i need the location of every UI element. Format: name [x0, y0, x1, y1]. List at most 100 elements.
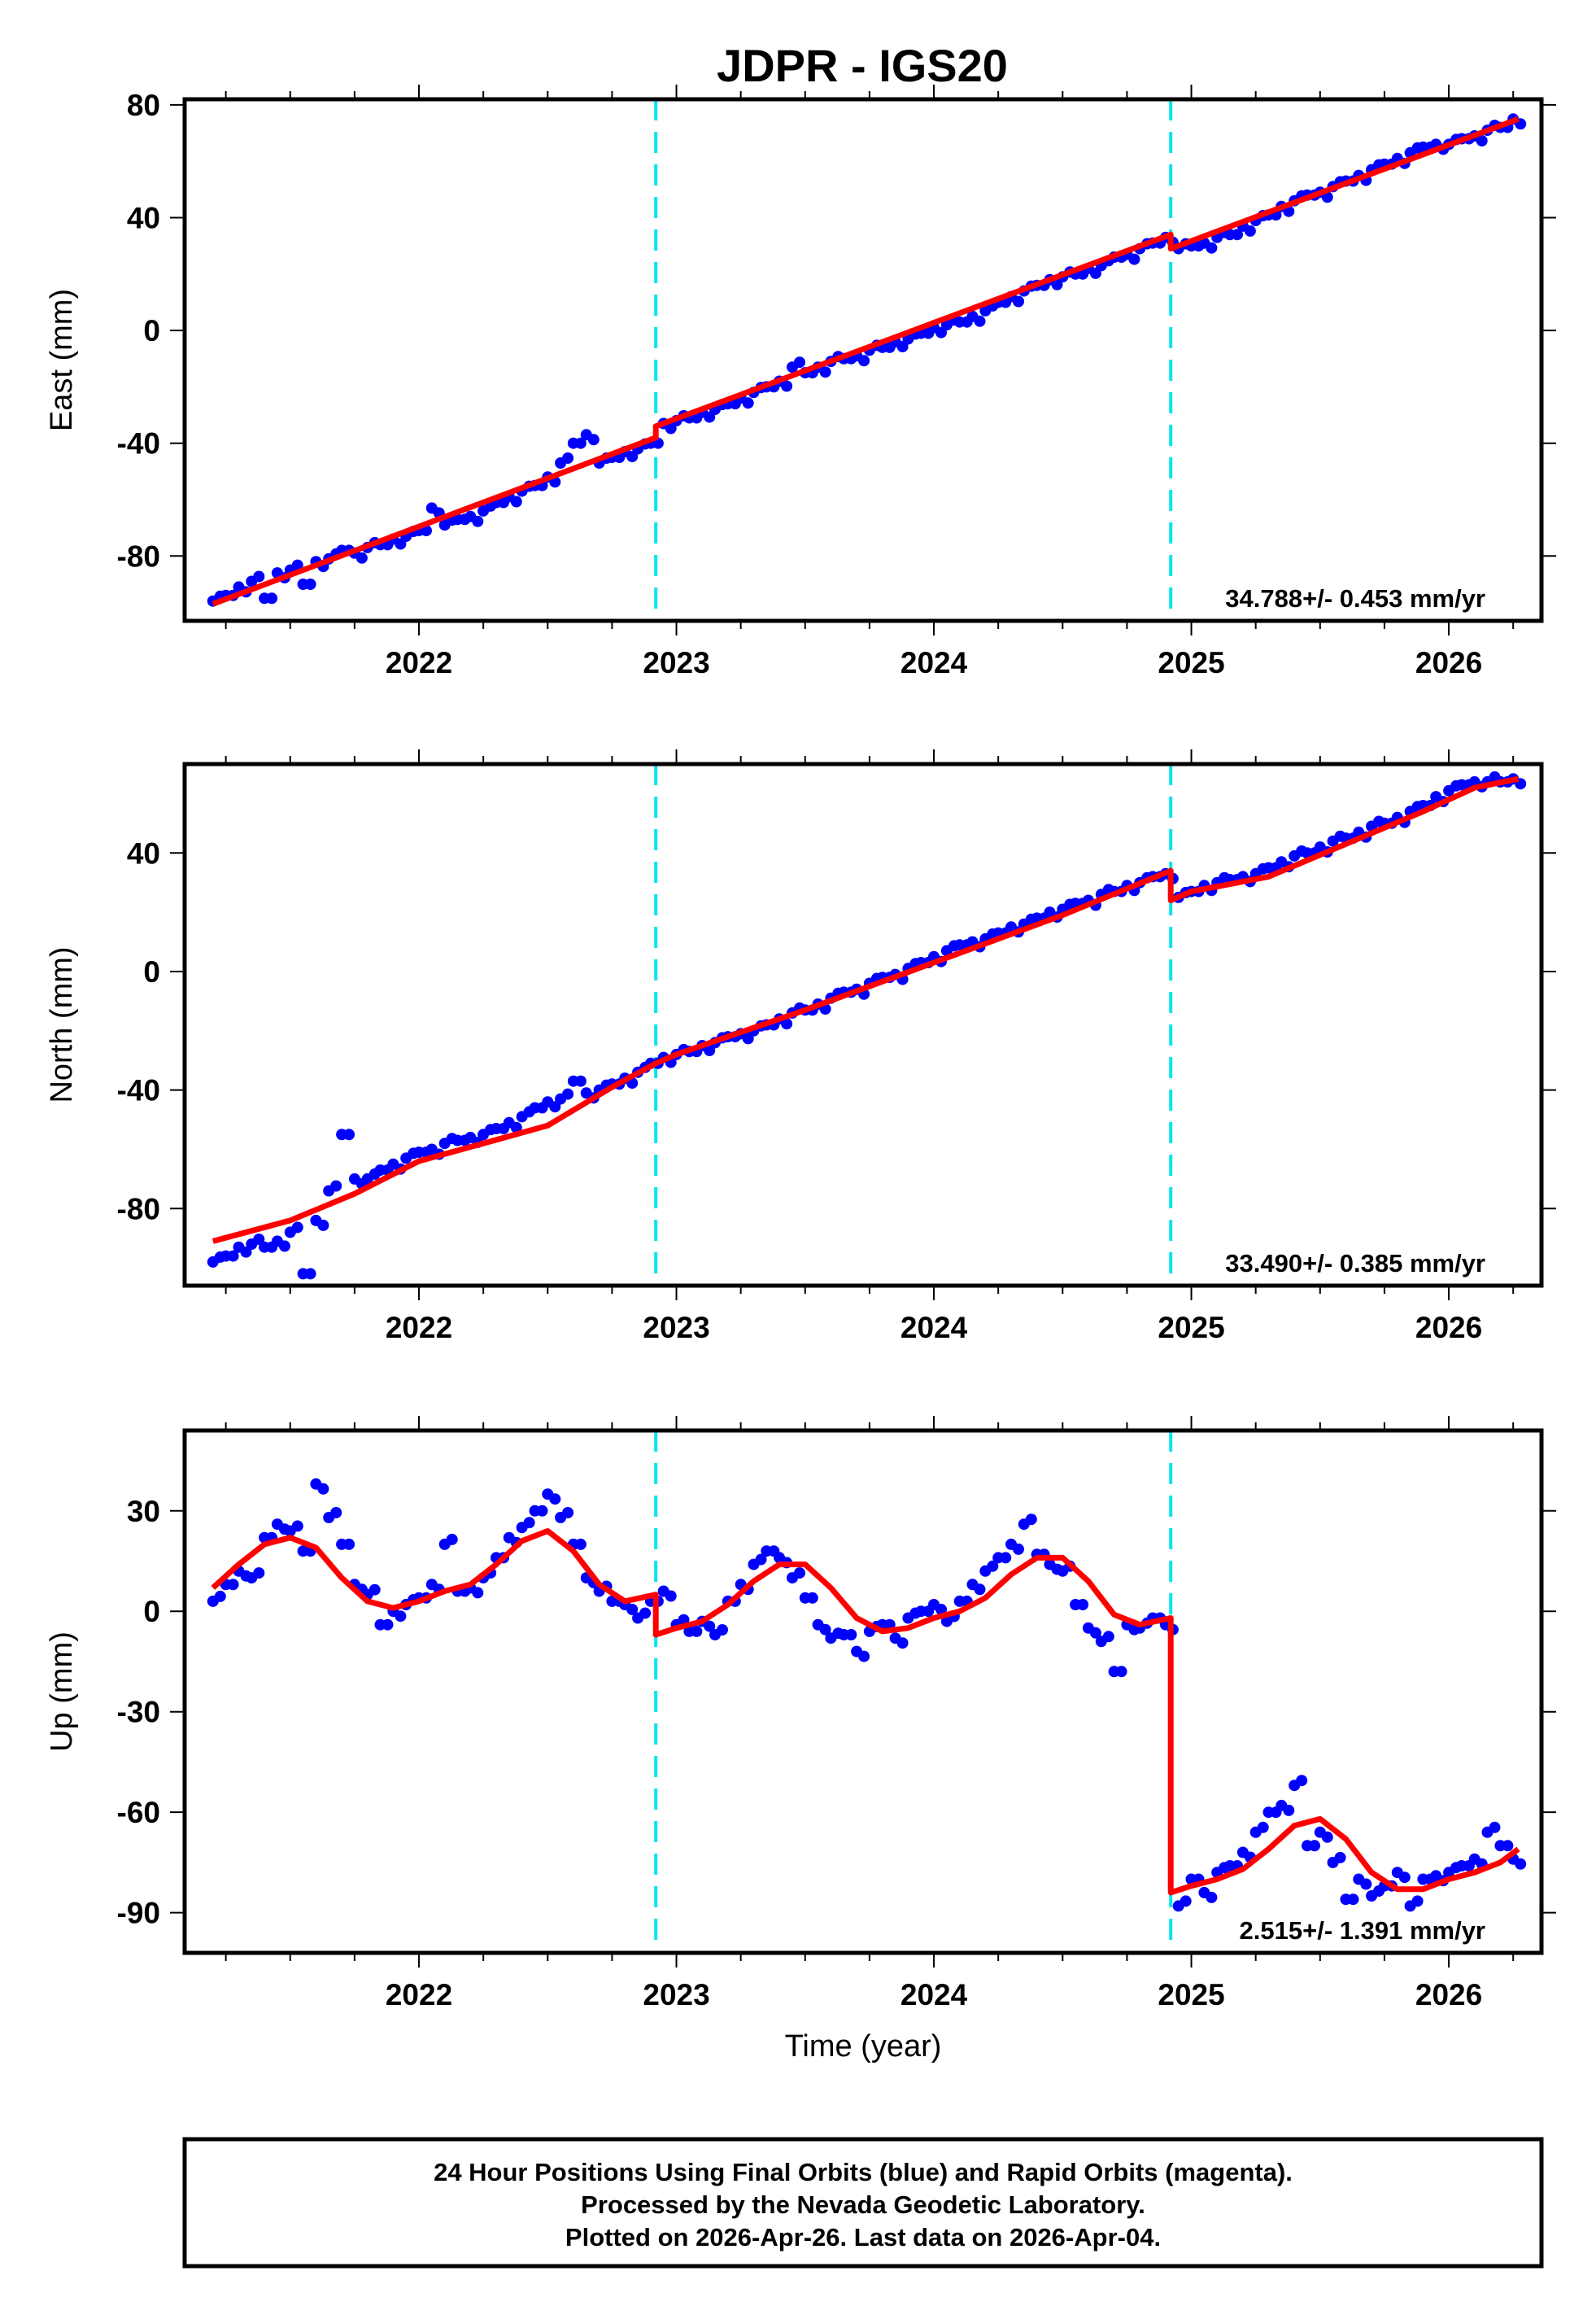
y-tick-label: 0 [143, 955, 160, 989]
data-point [1489, 1821, 1501, 1833]
data-point [1360, 1878, 1372, 1890]
data-point [317, 1483, 329, 1495]
data-point [1244, 225, 1256, 237]
data-point [639, 1607, 652, 1619]
rate-label: 34.788+/- 0.453 mm/yr [1225, 584, 1485, 613]
panel-north: 2022 2023 2024 2025 2026 40 0 -40 -80 North (mm) 3… [45, 749, 1556, 1344]
footer-frame [182, 2137, 1544, 2269]
data-point [974, 1583, 986, 1596]
data-point [1411, 1895, 1424, 1907]
data-point [214, 1590, 226, 1602]
data-point [858, 1650, 870, 1662]
footer-line-3: Plotted on 2026-Apr-26. Last data on 202… [565, 2223, 1161, 2251]
data-point [227, 1250, 239, 1262]
data-point [935, 1604, 947, 1615]
data-point [330, 1507, 342, 1518]
data-point [253, 1234, 265, 1245]
data-point [1321, 1831, 1333, 1843]
data-point [1283, 1804, 1295, 1816]
y-tick-label: 30 [127, 1495, 160, 1528]
data-point [896, 1637, 909, 1649]
data-point [472, 515, 484, 527]
data-point [781, 1018, 793, 1030]
y-tick-label: 40 [127, 836, 160, 870]
data-point [1102, 1631, 1114, 1643]
data-point [755, 1553, 767, 1566]
x-tick-label: 2025 [1158, 1978, 1224, 2011]
data-point [1398, 1871, 1411, 1884]
data-point [562, 1088, 574, 1100]
figure-title: JDPR - IGS20 [717, 40, 1008, 91]
data-point [587, 434, 600, 446]
data-point [691, 1625, 703, 1637]
data-point [704, 1620, 716, 1632]
x-tick-label: 2024 [900, 1311, 968, 1344]
data-point [1077, 1599, 1089, 1610]
x-tick-label: 2026 [1415, 1978, 1482, 2011]
data-point [278, 1240, 290, 1252]
data-point [1347, 1893, 1359, 1906]
data-point [574, 1075, 587, 1087]
x-tick-label: 2026 [1415, 646, 1482, 679]
fit-line [211, 1528, 1520, 1896]
data-point [974, 315, 986, 327]
plot-frame [182, 762, 1544, 1288]
data-point [1232, 229, 1243, 241]
data-point [845, 1629, 857, 1640]
y-tick-label: 0 [143, 314, 160, 347]
plot-area [207, 771, 1527, 1280]
x-tick-label: 2022 [386, 646, 452, 679]
data-point [549, 1493, 561, 1505]
data-point [1334, 1851, 1346, 1863]
footer-box: 24 Hour Positions Using Final Orbits (bl… [182, 2137, 1544, 2269]
y-tick-label: -80 [117, 1192, 160, 1225]
data-point [1128, 253, 1140, 265]
rate-label: 2.515+/- 1.391 mm/yr [1240, 1916, 1485, 1945]
data-point [742, 397, 754, 409]
x-tick-label: 2024 [900, 646, 968, 679]
x-tick-label: 2025 [1158, 1311, 1224, 1344]
panel-up: 2022 2023 2024 2025 2026 30 0 -30 -60 -90 Up (mm) 2… [45, 1416, 1556, 2011]
data-point [1025, 1513, 1037, 1526]
y-tick-label: 0 [143, 1595, 160, 1628]
y-tick-label: -40 [117, 427, 160, 461]
data-point [253, 570, 265, 583]
data-point [1115, 1666, 1127, 1678]
x-tick-label: 2023 [643, 1311, 709, 1344]
data-point [1206, 1891, 1218, 1903]
panel-east: 2022 2023 2024 2025 2026 80 40 0 -40 -80 East (mm)… [45, 85, 1556, 679]
data-point [343, 1129, 355, 1141]
data-point [1013, 1543, 1024, 1555]
data-point [794, 356, 805, 369]
data-point [1180, 1895, 1192, 1907]
data-point [1309, 1840, 1320, 1852]
data-point [626, 1604, 639, 1615]
panels: 2022 2023 2024 2025 2026 80 40 0 -40 -80 East (mm)… [45, 85, 1556, 2011]
data-point [382, 1618, 394, 1631]
plot-frame [182, 1428, 1544, 1955]
data-point [665, 1590, 677, 1602]
data-point [317, 1219, 329, 1231]
data-point [1000, 1552, 1012, 1564]
data-point [355, 552, 368, 564]
fit-line [211, 116, 1520, 607]
data-point [536, 1505, 548, 1517]
data-point [304, 579, 316, 590]
footer-line-2: Processed by the Nevada Geodetic Laborat… [581, 2190, 1145, 2219]
x-axis-label: Time (year) [785, 2029, 942, 2064]
data-point [1515, 1858, 1527, 1870]
x-tick-label: 2023 [643, 1978, 709, 2011]
y-axis-label: Up (mm) [45, 1631, 79, 1752]
x-tick-label: 2022 [386, 1311, 452, 1344]
x-tick-label: 2026 [1415, 1311, 1482, 1344]
data-point [510, 1121, 522, 1133]
data-point [523, 1517, 535, 1529]
data-point [343, 1538, 355, 1550]
y-tick-label: -40 [117, 1074, 160, 1107]
y-axis-label: East (mm) [45, 289, 79, 431]
data-point [240, 1246, 252, 1258]
data-point [1013, 295, 1024, 308]
x-tick-label: 2025 [1158, 646, 1224, 679]
data-point [510, 496, 522, 508]
